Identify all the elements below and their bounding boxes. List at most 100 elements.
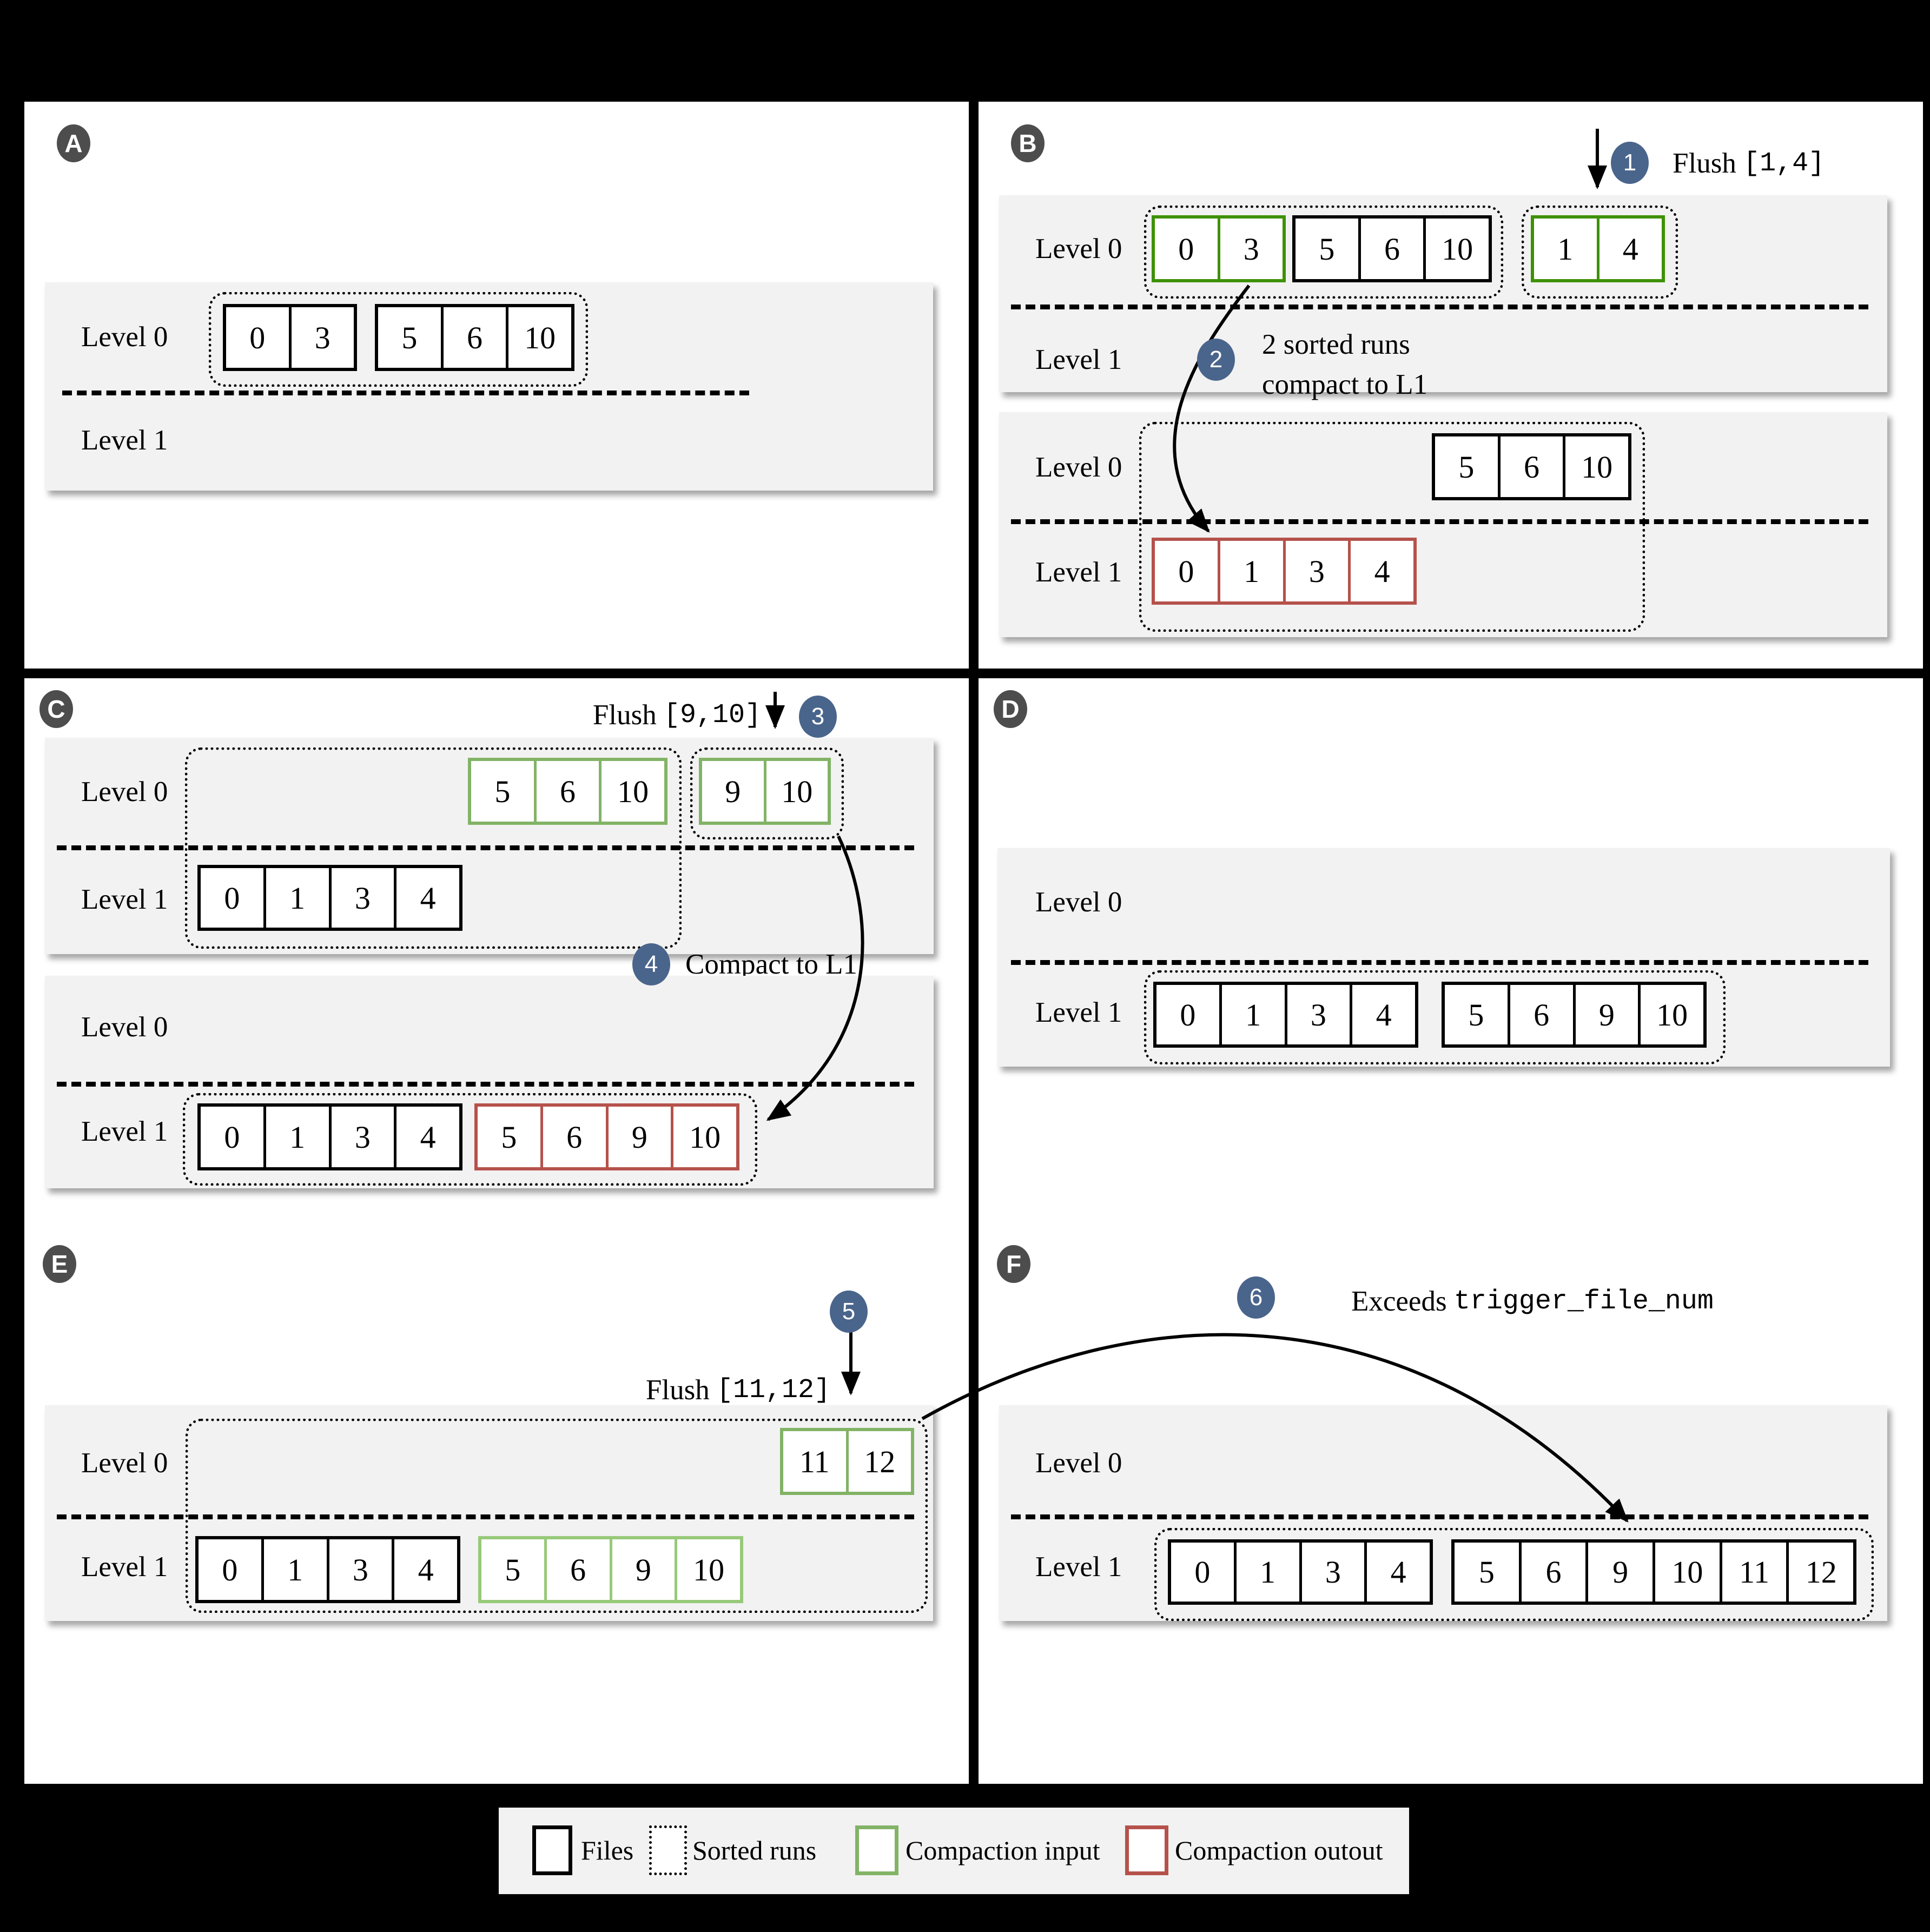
level-label: Level 1 <box>1035 344 1122 375</box>
level-label: Level 1 <box>81 1116 168 1147</box>
level-label: Level 1 <box>81 425 168 456</box>
file-cell: 12 <box>845 1431 911 1492</box>
file-cell: 0 <box>224 1119 240 1155</box>
panel-d-badge: D <box>994 690 1027 728</box>
legend-label-files: Files <box>581 1835 634 1865</box>
file-cell: 10 <box>599 761 664 822</box>
panel-e-badge: E <box>43 1245 76 1283</box>
flush-annotation: Flush [11,12] <box>598 1371 830 1409</box>
compact-note-line1: 2 sorted runs <box>1262 329 1410 360</box>
file-cell: 10 <box>671 1107 736 1167</box>
file-cell: 5 <box>505 1552 521 1587</box>
file-cell: 5 <box>401 320 418 355</box>
panel-f-badge: F <box>997 1245 1030 1283</box>
level-divider <box>57 1082 914 1087</box>
flush-range: [1,4] <box>1743 148 1825 179</box>
file-cell: 3 <box>328 868 394 928</box>
file-cell: 3 <box>1217 219 1283 279</box>
compaction-input-run: 0 3 <box>1152 215 1286 282</box>
compact-note-line2: compact to L1 <box>1262 369 1428 400</box>
sorted-run-outline <box>1522 206 1678 299</box>
sorted-run-outline <box>1144 970 1726 1064</box>
file-cell: 3 <box>1283 541 1349 601</box>
file-cell: 10 <box>506 307 571 368</box>
panel-f: F 6 Exceeds trigger_file_num Level 0 Lev… <box>979 1239 1923 1784</box>
file-cell: 11 <box>799 1444 830 1479</box>
file-cell: 1 <box>1219 985 1285 1044</box>
panel-b: B 1 Flush [1,4] Level 0 Level 1 0 3 5 6 … <box>979 102 1923 669</box>
file-cell: 10 <box>1638 985 1703 1044</box>
level-label: Level 0 <box>1035 1447 1122 1479</box>
level-label: Level 0 <box>1035 886 1122 918</box>
compaction-input-swatch-icon <box>855 1825 898 1875</box>
level-label: Level 0 <box>1035 452 1122 483</box>
sorted-run-outline <box>1139 422 1645 632</box>
file-cell: 6 <box>540 1107 606 1167</box>
files-swatch-icon <box>532 1825 572 1875</box>
flush-range: [11,12] <box>716 1374 830 1406</box>
file-cell: 0 <box>1178 231 1194 267</box>
file-cell: 5 <box>1478 1554 1495 1590</box>
file-run: 5 6 10 <box>1432 433 1631 500</box>
sorted-run-outline <box>183 1093 757 1186</box>
compaction-output-run: 5 6 9 10 <box>474 1103 739 1170</box>
file-cell: 9 <box>1585 1543 1653 1602</box>
level-divider <box>57 1514 914 1519</box>
file-cell: 6 <box>440 307 506 368</box>
file-cell: 11 <box>1719 1543 1787 1602</box>
file-cell: 4 <box>1350 985 1415 1044</box>
file-run: 5 6 9 10 11 12 <box>1451 1539 1856 1605</box>
file-cell: 3 <box>328 1107 394 1167</box>
file-cell: 4 <box>392 1539 457 1600</box>
step-badge-3: 3 <box>799 696 837 738</box>
file-cell: 12 <box>1786 1543 1853 1602</box>
level-label: Level 1 <box>81 1551 168 1583</box>
flush-annotation: Flush [1,4] <box>1673 144 1825 182</box>
file-run: 5 6 9 10 <box>1442 982 1707 1048</box>
file-cell: 10 <box>1423 219 1489 279</box>
file-cell: 3 <box>326 1539 392 1600</box>
file-cell: 3 <box>1284 985 1350 1044</box>
trigger-annotation: Exceeds trigger_file_num <box>1351 1282 1714 1320</box>
level-label: Level 0 <box>81 1447 168 1479</box>
level-divider <box>1011 305 1868 309</box>
trigger-label: Exceeds <box>1351 1286 1447 1317</box>
compaction-input-run: 5 6 10 <box>468 758 667 825</box>
file-cell: 0 <box>222 1552 238 1587</box>
file-cell: 9 <box>1572 985 1638 1044</box>
file-cell: 1 <box>263 1107 329 1167</box>
file-cell: 1 <box>261 1539 327 1600</box>
trigger-code: trigger_file_num <box>1453 1286 1714 1317</box>
flush-annotation: Flush [9,10] <box>528 696 761 734</box>
file-cell: 5 <box>1458 449 1475 485</box>
file-run: 0 3 <box>223 304 357 371</box>
file-run: 0 1 3 4 <box>195 1536 460 1603</box>
file-cell: 3 <box>1299 1543 1365 1602</box>
sorted-run-outline <box>1144 206 1503 299</box>
file-cell: 10 <box>675 1539 740 1600</box>
file-run: 0 1 3 4 <box>197 1103 462 1170</box>
level-label: Level 1 <box>1035 557 1122 588</box>
sorted-run-outline <box>690 747 844 839</box>
level-label: Level 0 <box>81 776 168 808</box>
flush-range: [9,10] <box>663 699 761 731</box>
file-cell: 4 <box>394 1107 459 1167</box>
panel-e: E 5 Flush [11,12] Level 0 Level 1 11 12 … <box>24 1239 969 1784</box>
file-cell: 6 <box>1507 985 1573 1044</box>
step-badge-4: 4 <box>632 943 670 985</box>
file-cell: 4 <box>1348 541 1413 601</box>
flush-label: Flush <box>645 1374 710 1406</box>
level-label: Level 1 <box>81 884 168 915</box>
level-label: Level 1 <box>1035 1551 1122 1583</box>
file-cell: 1 <box>1233 1543 1299 1602</box>
file-cell: 10 <box>1653 1543 1720 1602</box>
flushed-run: 11 12 <box>780 1428 914 1495</box>
file-cell: 3 <box>288 307 354 368</box>
level-label: Level 1 <box>1035 997 1122 1028</box>
compaction-output-swatch-icon <box>1125 1825 1168 1875</box>
level-divider <box>1011 1514 1868 1519</box>
file-cell: 10 <box>1563 436 1628 497</box>
sorted-run-outline <box>185 747 682 949</box>
level-divider <box>1011 960 1868 965</box>
